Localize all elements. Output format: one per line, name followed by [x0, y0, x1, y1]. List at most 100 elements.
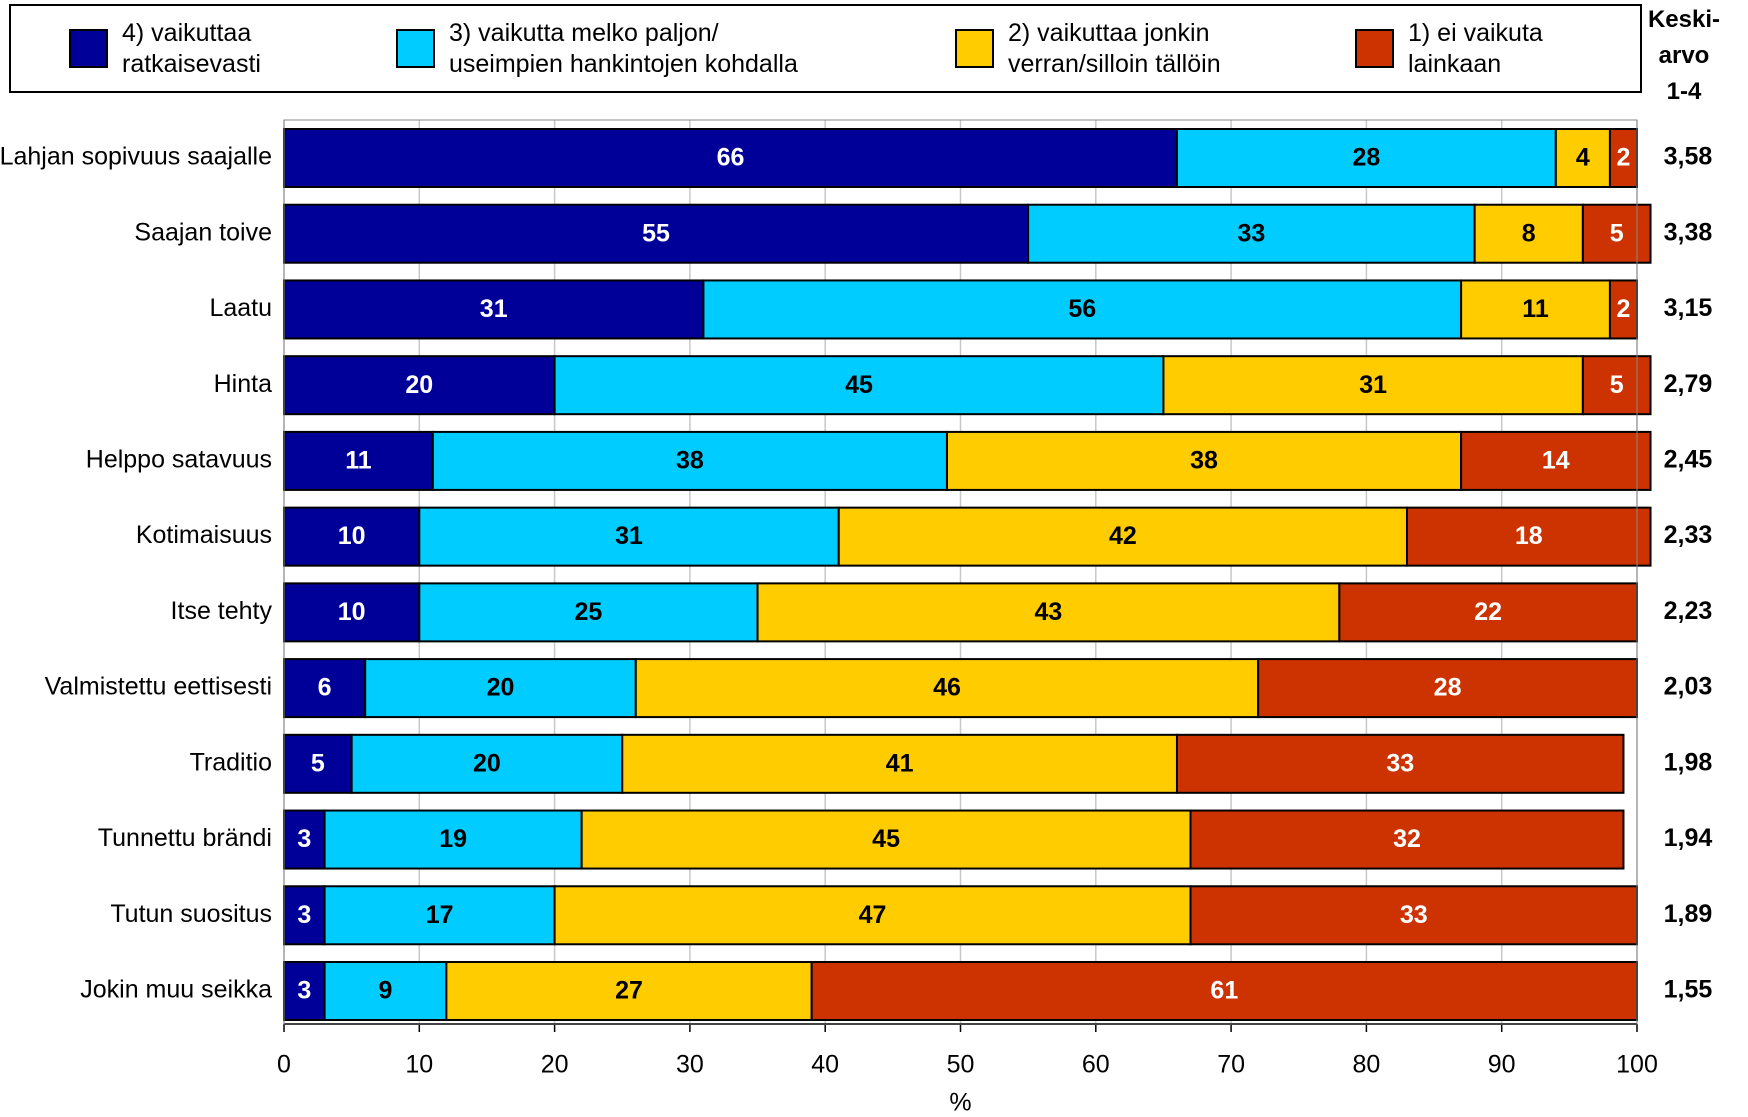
bar-segment: [323, 961, 448, 1021]
legend-label: 4) vaikuttaa ratkaisevasti: [122, 19, 261, 78]
legend-label: 1) ei vaikuta lainkaan: [1408, 19, 1543, 78]
x-tick-label: 70: [1217, 1051, 1245, 1079]
data-label: 47: [859, 901, 887, 929]
y-tick-label: Traditio: [190, 748, 272, 776]
x-tick-label: 30: [676, 1051, 704, 1079]
y-tick-label: Itse tehty: [171, 597, 273, 625]
legend-swatch: [955, 29, 994, 68]
bar-segment: [1405, 506, 1652, 567]
bar-segment: [283, 128, 1178, 188]
data-label: 5: [311, 749, 325, 777]
y-tick-label: Tutun suositus: [110, 900, 272, 928]
mean-value: 2,33: [1664, 521, 1713, 549]
bar-segment: [702, 279, 1463, 340]
plot-frame: [283, 119, 1638, 1025]
x-tick-label: 60: [1082, 1051, 1110, 1079]
data-label: 33: [1400, 901, 1428, 929]
data-label: 6: [318, 674, 332, 702]
mean-value: 1,98: [1664, 748, 1713, 776]
data-label: 66: [717, 144, 745, 172]
mean-header: Keski- arvo 1-4: [1647, 6, 1721, 105]
data-label: 56: [1068, 295, 1096, 323]
data-label: 55: [642, 219, 670, 247]
mean-value: 2,23: [1664, 597, 1713, 625]
data-label: 17: [426, 901, 454, 929]
data-label: 33: [1237, 219, 1265, 247]
bar-segment: [1338, 582, 1638, 643]
bar-segment: [283, 582, 421, 643]
bar-segment: [553, 885, 1192, 946]
data-label: 45: [845, 371, 873, 399]
bar-segment: [1460, 430, 1652, 491]
bar-segment: [1175, 733, 1625, 794]
mean-value: 3,58: [1664, 143, 1713, 171]
y-tick-label: Saajan toive: [134, 218, 272, 246]
bar-segment: [323, 809, 583, 870]
bar-segment: [350, 733, 624, 794]
data-label: 19: [439, 825, 467, 853]
x-axis-label: %: [949, 1089, 971, 1117]
legend-swatch: [396, 29, 435, 68]
x-tick-label: 40: [811, 1051, 839, 1079]
data-label: 31: [1359, 371, 1387, 399]
data-label: 11: [1522, 295, 1549, 323]
data-label: 38: [1190, 447, 1218, 475]
bar-segment: [634, 658, 1260, 719]
data-label: 61: [1210, 977, 1238, 1005]
bar-segment: [1581, 203, 1652, 264]
data-label: 28: [1434, 674, 1462, 702]
bar-segment: [418, 582, 759, 643]
data-label: 38: [676, 447, 704, 475]
mean-value: 3,15: [1664, 294, 1713, 322]
bar-segment: [283, 658, 367, 719]
y-tick-label: Kotimaisuus: [136, 521, 272, 549]
data-label: 5: [1610, 219, 1624, 247]
bar-segment: [283, 961, 326, 1021]
bar-segment: [1581, 355, 1652, 416]
legend-swatch: [69, 29, 108, 68]
mean-value: 1,55: [1664, 976, 1713, 1004]
data-label: 31: [480, 295, 508, 323]
bar-segment: [810, 961, 1638, 1021]
mean-value: 1,89: [1664, 900, 1713, 928]
x-tick-label: 100: [1616, 1051, 1658, 1079]
bar-segment: [283, 430, 434, 491]
x-tick-label: 50: [947, 1051, 975, 1079]
y-tick-label: Tunnettu brändi: [98, 824, 272, 852]
y-tick-label: Helppo satavuus: [86, 446, 272, 474]
mean-value: 3,38: [1664, 218, 1713, 246]
mean-value: 2,79: [1664, 370, 1713, 398]
data-label: 9: [379, 977, 393, 1005]
bar-segment: [1473, 203, 1584, 264]
bar-segment: [1175, 128, 1557, 188]
data-label: 18: [1515, 522, 1543, 550]
data-label: 41: [886, 749, 914, 777]
data-label: 3: [297, 825, 311, 853]
bar-segment: [621, 733, 1178, 794]
data-label: 14: [1542, 447, 1570, 475]
y-tick-label: Hinta: [214, 370, 272, 398]
data-label: 2: [1617, 144, 1631, 172]
bar-segment: [1608, 128, 1638, 188]
data-label: 25: [575, 598, 603, 626]
data-label: 8: [1522, 219, 1536, 247]
data-label: 46: [933, 674, 961, 702]
bar-segment: [1257, 658, 1639, 719]
data-label: 33: [1386, 749, 1414, 777]
data-label: 5: [1610, 371, 1624, 399]
data-label: 43: [1035, 598, 1063, 626]
mean-value: 2,45: [1664, 446, 1713, 474]
data-label: 3: [297, 977, 311, 1005]
data-label: 2: [1617, 295, 1631, 323]
data-label: 20: [487, 674, 515, 702]
data-label: 31: [615, 522, 643, 550]
y-tick-label: Lahjan sopivuus saajalle: [0, 143, 272, 171]
data-label: 27: [615, 977, 643, 1005]
mean-value: 2,03: [1664, 673, 1713, 701]
x-tick-label: 90: [1488, 1051, 1516, 1079]
bar-segment: [1189, 809, 1625, 870]
bar-segment: [283, 885, 326, 946]
data-label: 10: [338, 522, 366, 550]
x-tick-label: 0: [277, 1051, 291, 1079]
